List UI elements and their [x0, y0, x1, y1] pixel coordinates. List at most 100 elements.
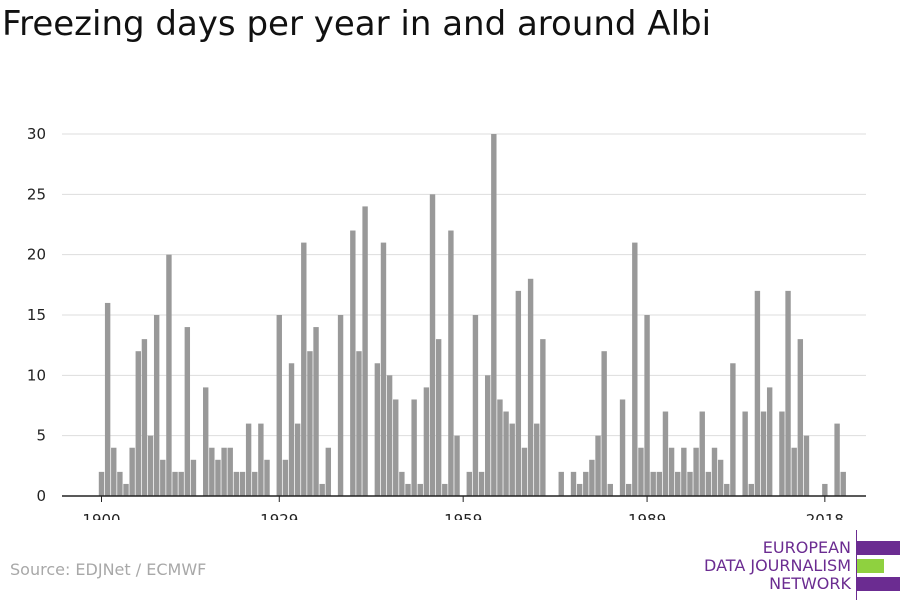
bar-2015 — [803, 435, 810, 496]
bar-1972 — [540, 339, 546, 496]
bar-2008 — [760, 411, 767, 496]
bar-1967 — [509, 423, 515, 496]
bar-2007 — [754, 290, 761, 496]
bar-2006 — [748, 483, 754, 496]
bar-2014 — [797, 339, 804, 496]
bar-1998 — [699, 411, 705, 496]
bar-2011 — [779, 411, 785, 496]
bar-1979 — [583, 471, 589, 496]
bar-1991 — [656, 471, 663, 496]
bar-1924 — [245, 423, 252, 496]
bar-1919 — [215, 459, 221, 496]
bar-1996 — [687, 471, 693, 496]
bar-1936 — [319, 483, 325, 496]
x-tick-label: 1900 — [82, 511, 120, 520]
bar-1989 — [644, 315, 650, 496]
bar-1931 — [288, 363, 295, 496]
x-tick-label: 2018 — [806, 511, 844, 520]
bar-1923 — [239, 471, 246, 496]
bar-1920 — [221, 447, 227, 496]
x-tick-label: 1959 — [444, 511, 482, 520]
bar-1952 — [417, 483, 423, 496]
bar-1990 — [650, 471, 656, 496]
bar-1963 — [484, 375, 491, 496]
bar-1912 — [172, 471, 178, 496]
bar-1932 — [294, 423, 301, 496]
bar-1964 — [491, 134, 497, 496]
bar-1950 — [405, 483, 411, 496]
x-tick-label: 1989 — [628, 511, 666, 520]
bar-1903 — [117, 471, 123, 496]
bar-1930 — [282, 459, 289, 496]
bar-1992 — [662, 411, 669, 496]
bar-1914 — [184, 327, 191, 496]
bar-2001 — [717, 459, 724, 496]
bar-2012 — [785, 290, 791, 496]
bar-1939 — [337, 315, 344, 496]
logo-bar-2 — [857, 559, 884, 573]
bar-1965 — [497, 399, 503, 496]
bar-1978 — [576, 483, 583, 496]
bars — [98, 134, 846, 496]
bar-2013 — [791, 447, 797, 496]
x-tick-label: 1929 — [260, 511, 298, 520]
bar-2009 — [766, 387, 773, 496]
bar-1985 — [619, 399, 626, 496]
bar-1904 — [123, 483, 129, 496]
bar-2005 — [742, 411, 748, 496]
bar-1921 — [227, 447, 233, 496]
bar-1977 — [570, 471, 577, 496]
bar-1960 — [466, 471, 472, 496]
bar-1906 — [135, 351, 141, 496]
bar-1956 — [442, 483, 448, 496]
logo-bar-3 — [857, 577, 900, 591]
bar-2018 — [822, 483, 828, 496]
source-note: Source: EDJNet / ECMWF — [10, 560, 207, 579]
bar-1942 — [356, 351, 362, 496]
bar-1982 — [601, 351, 607, 496]
x-axis-ticks: 1900 1929 1959 1989 2018 — [82, 496, 844, 520]
bar-1901 — [104, 302, 111, 496]
y-tick-label: 0 — [36, 487, 46, 505]
bar-1997 — [693, 447, 699, 496]
bar-1943 — [362, 206, 368, 496]
bar-1961 — [472, 315, 479, 496]
bar-1951 — [411, 399, 417, 496]
bar-1909 — [153, 315, 160, 496]
bar-2021 — [840, 471, 846, 496]
bar-1927 — [264, 459, 270, 496]
bar-1970 — [527, 278, 534, 496]
bar-1907 — [141, 339, 148, 496]
bar-1941 — [350, 230, 356, 496]
bar-1922 — [233, 471, 240, 496]
logo-line-2: DATA JOURNALISM — [704, 556, 851, 575]
bar-1910 — [160, 459, 166, 496]
chart-title: Freezing days per year in and around Alb… — [2, 4, 712, 44]
bar-1900 — [98, 471, 105, 496]
bar-1980 — [589, 459, 595, 496]
bar-1953 — [423, 387, 430, 496]
bar-1937 — [325, 447, 332, 496]
bar-1958 — [454, 435, 460, 496]
bar-1948 — [393, 399, 399, 496]
bar-1987 — [632, 242, 638, 496]
bar-1913 — [178, 471, 184, 496]
bar-1949 — [399, 471, 405, 496]
bar-1946 — [380, 242, 387, 496]
bar-2002 — [724, 483, 730, 496]
bar-1954 — [429, 194, 436, 496]
bar-2000 — [711, 447, 718, 496]
bar-1955 — [435, 339, 442, 496]
bar-1968 — [515, 290, 522, 496]
y-tick-label: 5 — [36, 427, 46, 445]
y-tick-label: 20 — [27, 246, 46, 264]
bar-1994 — [675, 471, 681, 496]
bar-1971 — [534, 423, 540, 496]
bar-1911 — [166, 254, 172, 496]
bar-1933 — [301, 242, 307, 496]
bar-2020 — [834, 423, 840, 496]
bar-1983 — [607, 483, 613, 496]
bar-1925 — [252, 471, 258, 496]
y-axis-ticks: 0 5 10 15 20 25 30 — [27, 125, 46, 505]
bar-1929 — [276, 315, 282, 496]
